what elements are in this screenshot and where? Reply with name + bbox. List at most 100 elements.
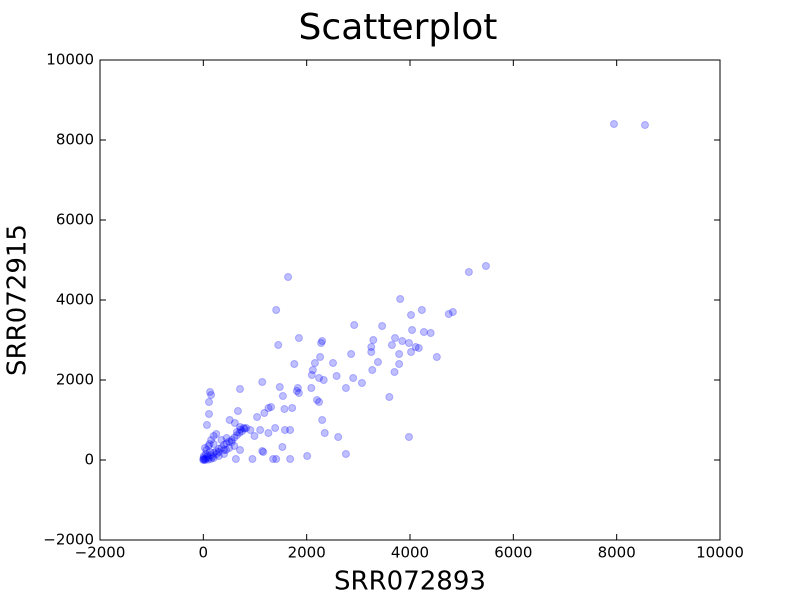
point: [404, 339, 413, 347]
point: [204, 442, 213, 450]
point: [217, 436, 226, 444]
y-tick-label: 2000: [56, 371, 94, 389]
point: [292, 387, 301, 395]
point: [246, 426, 255, 434]
point: [242, 424, 251, 432]
points: [199, 120, 649, 464]
point: [248, 455, 257, 463]
point: [341, 384, 350, 392]
point: [239, 424, 248, 432]
point: [230, 433, 239, 442]
point: [294, 334, 303, 342]
y-tick-label: 8000: [56, 131, 94, 149]
point: [236, 446, 245, 454]
point: [294, 389, 303, 397]
point: [307, 371, 316, 379]
point: [236, 423, 245, 431]
point: [212, 450, 221, 458]
point: [275, 383, 284, 391]
chart-title: Scatterplot: [299, 7, 498, 48]
point: [207, 454, 216, 463]
point: [332, 372, 341, 380]
point: [205, 440, 214, 448]
plot-frame: [99, 59, 721, 541]
point: [368, 366, 377, 374]
point: [419, 328, 428, 336]
point: [209, 432, 218, 440]
point: [201, 456, 210, 464]
point: [267, 403, 276, 411]
point: [240, 424, 249, 433]
point: [391, 334, 400, 342]
y-tick-label: 0: [84, 451, 94, 469]
point: [432, 353, 441, 361]
point: [205, 398, 214, 406]
x-tick-label: 2000: [288, 544, 326, 562]
point: [357, 379, 366, 387]
point: [220, 450, 228, 458]
point: [411, 343, 420, 351]
point: [230, 442, 239, 450]
point: [407, 311, 416, 319]
point: [318, 416, 327, 424]
point: [347, 350, 356, 358]
point: [315, 398, 324, 406]
point: [225, 444, 234, 452]
point: [203, 452, 212, 460]
point: [417, 306, 426, 314]
point: [280, 426, 289, 434]
point: [202, 421, 211, 429]
point: [303, 452, 312, 460]
point: [367, 343, 376, 351]
point: [207, 436, 216, 444]
point: [369, 336, 378, 344]
point: [230, 419, 239, 427]
point: [448, 308, 457, 316]
point: [407, 348, 416, 356]
point: [426, 329, 435, 337]
point: [274, 341, 283, 349]
point: [387, 341, 396, 349]
point: [232, 428, 241, 436]
point: [408, 326, 417, 334]
point: [320, 429, 329, 437]
x-tick-label: 8000: [598, 544, 636, 562]
point: [207, 391, 216, 399]
point: [209, 448, 218, 457]
point: [264, 429, 273, 437]
point: [199, 455, 208, 464]
point: [278, 443, 287, 451]
point: [232, 431, 241, 440]
point: [404, 433, 413, 441]
point: [269, 455, 278, 463]
point: [220, 440, 228, 449]
y-tick-label: 4000: [56, 291, 94, 309]
point: [209, 454, 218, 462]
point: [278, 392, 287, 400]
point: [640, 121, 649, 129]
point: [390, 368, 399, 376]
point: [238, 427, 247, 436]
point: [260, 409, 269, 417]
point: [481, 262, 490, 270]
x-axis-label: SRR072893: [334, 567, 486, 597]
point: [316, 353, 325, 361]
point: [308, 366, 317, 374]
point: [258, 378, 267, 386]
point: [253, 413, 262, 421]
point: [284, 273, 293, 281]
point: [464, 268, 473, 276]
point: [220, 446, 228, 454]
y-tick-label: −2000: [43, 531, 94, 549]
point: [222, 434, 231, 442]
point: [209, 440, 218, 448]
point: [222, 439, 231, 448]
point: [205, 410, 214, 418]
point: [272, 306, 281, 314]
point: [222, 446, 231, 454]
point: [334, 433, 343, 441]
point: [395, 350, 404, 358]
point: [288, 404, 297, 412]
point: [395, 360, 404, 368]
